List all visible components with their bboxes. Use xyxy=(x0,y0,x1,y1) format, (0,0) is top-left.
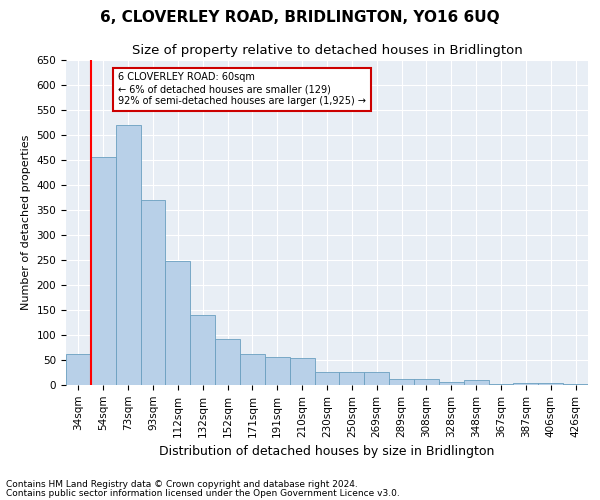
Bar xyxy=(314,372,340,385)
Bar xyxy=(414,379,439,385)
Title: Size of property relative to detached houses in Bridlington: Size of property relative to detached ho… xyxy=(131,44,523,58)
Bar xyxy=(116,125,140,385)
Text: Contains HM Land Registry data © Crown copyright and database right 2024.: Contains HM Land Registry data © Crown c… xyxy=(6,480,358,489)
Text: 6, CLOVERLEY ROAD, BRIDLINGTON, YO16 6UQ: 6, CLOVERLEY ROAD, BRIDLINGTON, YO16 6UQ xyxy=(100,10,500,25)
Bar xyxy=(166,261,190,385)
Text: Contains public sector information licensed under the Open Government Licence v3: Contains public sector information licen… xyxy=(6,489,400,498)
Bar xyxy=(66,354,91,385)
Bar xyxy=(265,356,290,385)
Bar xyxy=(439,382,464,385)
Text: 6 CLOVERLEY ROAD: 60sqm
← 6% of detached houses are smaller (129)
92% of semi-de: 6 CLOVERLEY ROAD: 60sqm ← 6% of detached… xyxy=(118,72,366,106)
Bar xyxy=(140,200,166,385)
Bar xyxy=(464,380,488,385)
Bar xyxy=(488,384,514,385)
Bar xyxy=(190,315,215,385)
Bar xyxy=(240,354,265,385)
Bar xyxy=(389,379,414,385)
Bar xyxy=(514,383,538,385)
Bar xyxy=(340,372,364,385)
Bar xyxy=(563,384,588,385)
Bar xyxy=(364,372,389,385)
Y-axis label: Number of detached properties: Number of detached properties xyxy=(21,135,31,310)
X-axis label: Distribution of detached houses by size in Bridlington: Distribution of detached houses by size … xyxy=(160,445,494,458)
Bar xyxy=(290,358,314,385)
Bar xyxy=(215,338,240,385)
Bar xyxy=(538,382,563,385)
Bar xyxy=(91,156,116,385)
